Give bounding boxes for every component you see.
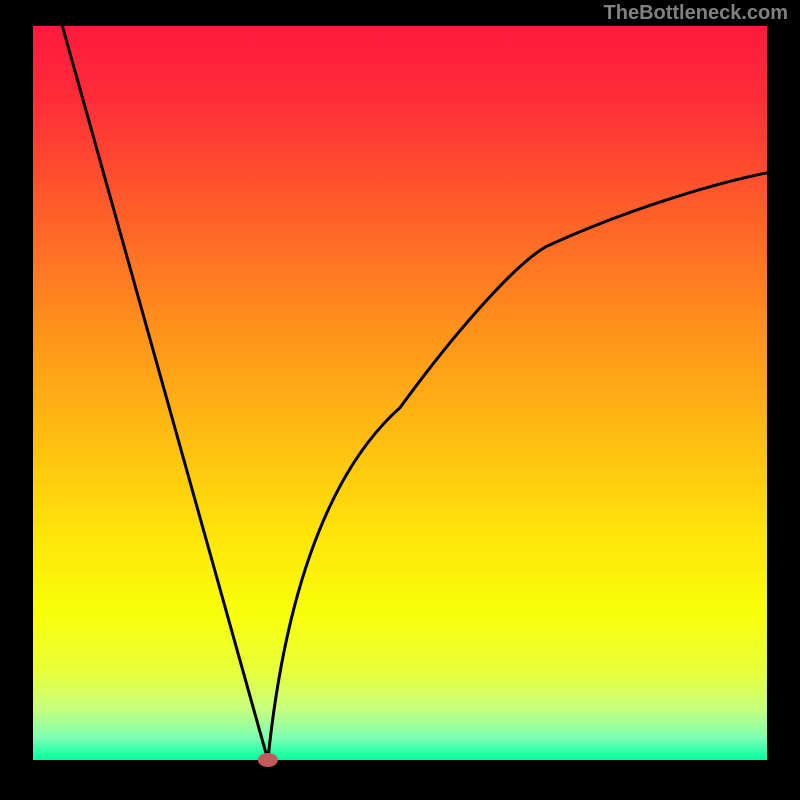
vertex-marker (258, 753, 278, 767)
watermark-text: TheBottleneck.com (604, 2, 788, 25)
chart-container: TheBottleneck.com (0, 0, 800, 800)
bottleneck-chart (0, 0, 800, 800)
plot-area (33, 26, 767, 760)
